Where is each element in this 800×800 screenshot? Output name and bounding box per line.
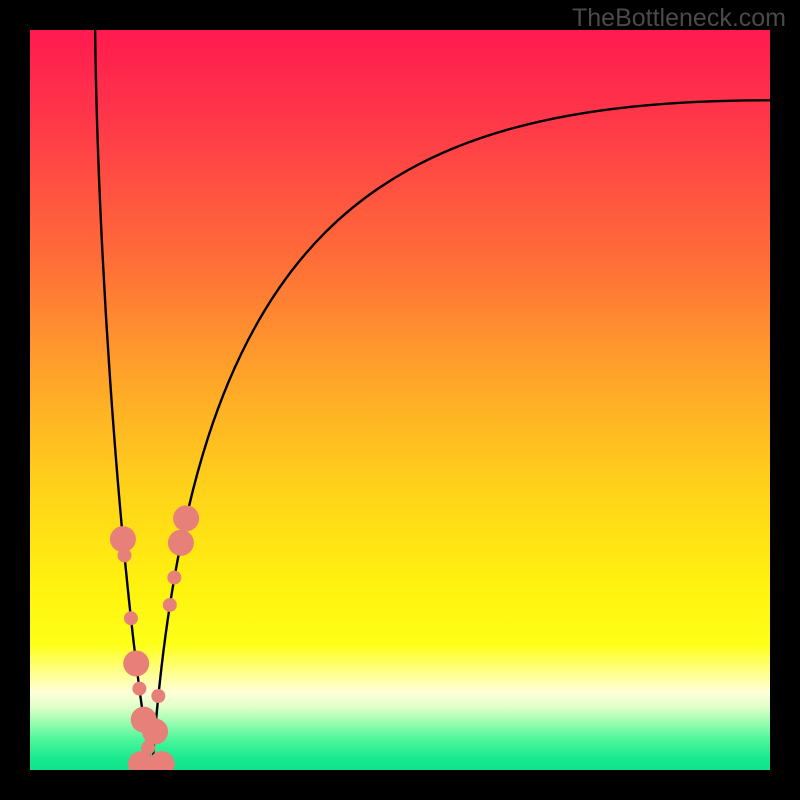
marker-dot (123, 650, 149, 676)
watermark-text: TheBottleneck.com (572, 4, 786, 33)
marker-dot (142, 719, 168, 745)
marker-dot (163, 598, 177, 612)
marker-dot (117, 548, 131, 562)
bottleneck-chart (0, 0, 800, 800)
marker-dot (173, 505, 199, 531)
marker-dot (167, 571, 181, 585)
marker-dot (110, 526, 136, 552)
marker-dot (124, 611, 138, 625)
marker-dot (132, 682, 146, 696)
marker-dot (151, 689, 165, 703)
marker-dot (168, 530, 194, 556)
